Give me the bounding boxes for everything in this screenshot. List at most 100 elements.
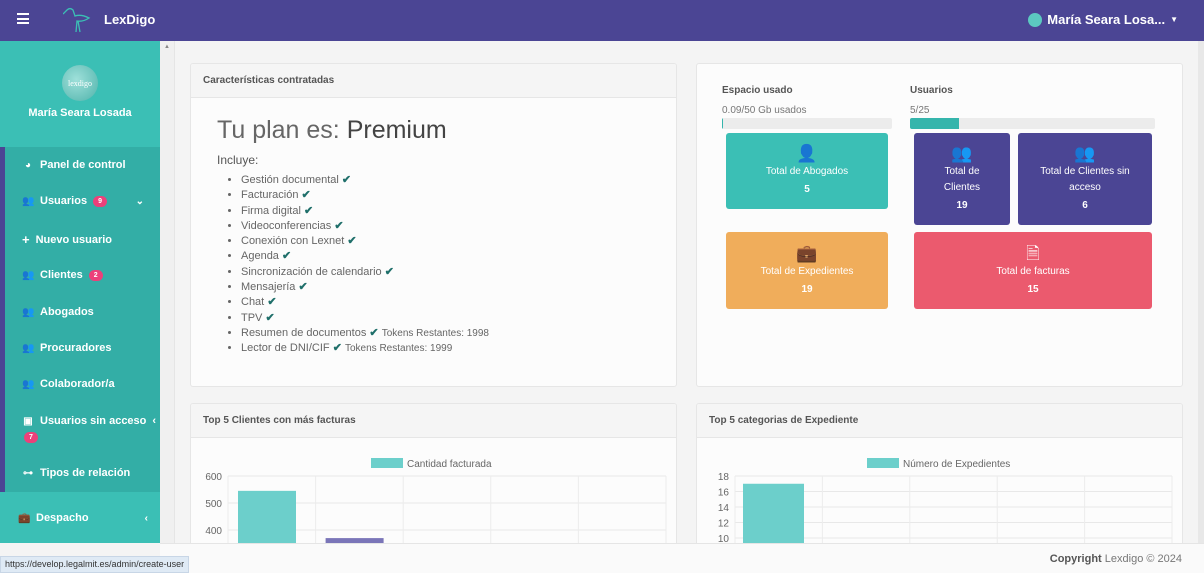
stat-expedientes[interactable]: 💼 Total de Expedientes 19 <box>726 232 888 309</box>
legend-swatch <box>371 458 403 468</box>
label: Usuarios <box>40 195 88 207</box>
y-tick-label: 12 <box>718 519 730 530</box>
status-bar-url: https://develop.legalmit.es/admin/create… <box>0 556 190 573</box>
users-icon: 👥 <box>22 306 35 318</box>
feature-item: TPV ✔ <box>241 311 489 326</box>
relation-icon: ⊶ <box>23 467 33 479</box>
feature-name: Lector de DNI/CIF <box>241 342 330 355</box>
label: Tipos de relación <box>40 467 131 479</box>
sidebar-item-panel[interactable]: ◕ Panel de control <box>22 159 126 171</box>
y-tick-label: 500 <box>205 499 222 510</box>
space-progress <box>722 118 892 129</box>
feature-name: Videoconferencias <box>241 219 332 232</box>
tokens-remaining: Tokens Restantes: 1998 <box>381 327 489 339</box>
stat-label: Total de facturas <box>996 265 1070 277</box>
sidebar-item-despacho[interactable]: 💼 Despacho ‹ <box>18 512 148 524</box>
feature-item: Chat ✔ <box>241 295 489 310</box>
feature-item: Facturación ✔ <box>241 188 489 203</box>
feature-name: Gestión documental <box>241 174 339 186</box>
stat-label: Total de Expedientes <box>760 265 854 277</box>
label: Colaborador/a <box>40 378 115 390</box>
feature-name: Conexión con Lexnet <box>241 235 345 248</box>
stat-label: Total de Clientes sin acceso <box>1040 166 1130 193</box>
y-tick-label: 10 <box>718 534 730 545</box>
badge: 9 <box>93 195 107 207</box>
lawyer-icon: 👤 <box>796 144 818 163</box>
stat-clientes[interactable]: 👥 Total de Clientes 19 <box>914 133 1010 225</box>
sidebar-item-usuarios[interactable]: 👥 Usuarios 9 ⌄ <box>22 195 152 207</box>
top-navbar: LexDigo María Seara Losa... ▼ <box>0 0 1204 41</box>
check-icon: ✔ <box>332 342 342 355</box>
feature-name: Firma digital <box>241 204 301 217</box>
label: Abogados <box>40 306 94 318</box>
label: Usuarios sin acceso <box>40 415 147 427</box>
feature-item: Videoconferencias ✔ <box>241 219 489 234</box>
y-tick-label: 18 <box>718 472 730 483</box>
page-scrollbar[interactable] <box>1198 41 1204 543</box>
check-icon: ✔ <box>303 204 314 217</box>
feature-item: Mensajería ✔ <box>241 280 489 295</box>
check-icon: ✔ <box>282 250 292 263</box>
check-icon: ✔ <box>267 296 277 309</box>
feature-list: Gestión documental ✔Facturación ✔Firma d… <box>241 173 489 357</box>
brand-name: LexDigo <box>104 12 156 27</box>
sidebar-user-name: María Seara Losada <box>28 107 132 119</box>
usage-panel: Espacio usado 0.09/50 Gb usados Usuarios… <box>696 63 1183 387</box>
user-menu[interactable]: María Seara Losa... ▼ <box>1028 12 1178 27</box>
top-categories-chart-panel: Top 5 categorias de Expediente Número de… <box>696 403 1183 563</box>
y-tick-label: 600 <box>205 472 222 483</box>
stat-clientes-sin-acceso[interactable]: 👥 Total de Clientes sin acceso 6 <box>1018 133 1152 225</box>
check-icon: ✔ <box>301 189 311 202</box>
sidebar-item-abogados[interactable]: 👥 Abogados <box>22 306 94 318</box>
plan-panel: Características contratadas Tu plan es: … <box>190 63 677 387</box>
feature-item: Agenda ✔ <box>241 249 489 264</box>
users-icon: 👥 <box>22 195 35 207</box>
check-icon: ✔ <box>347 235 357 248</box>
sidebar-item-nuevo-usuario[interactable]: + Nuevo usuario <box>22 232 112 247</box>
check-icon: ✔ <box>384 265 394 278</box>
y-tick-label: 400 <box>205 526 222 537</box>
chevron-down-icon: ⌄ <box>135 195 144 207</box>
sidebar-scrollbar[interactable]: ▲ <box>160 41 175 543</box>
feature-item: Firma digital ✔ <box>241 204 489 219</box>
stat-abogados[interactable]: 👤 Total de Abogados 5 <box>726 133 888 209</box>
sidebar-item-colaborador[interactable]: 👥 Colaborador/a <box>22 378 115 390</box>
feature-name: Mensajería <box>241 281 296 294</box>
feature-item: Sincronización de calendario ✔ <box>241 265 489 280</box>
sidebar-item-procuradores[interactable]: 👥 Procuradores <box>22 342 112 354</box>
check-icon: ✔ <box>265 311 275 324</box>
users-text: 5/25 <box>910 105 930 116</box>
panel-title: Top 5 Clientes con más facturas <box>191 404 676 438</box>
label: Clientes <box>40 269 83 281</box>
users-icon: 👥 <box>951 144 973 163</box>
invoice-icon: 🗎 <box>1026 243 1040 263</box>
feature-name: Resumen de documentos <box>241 326 367 339</box>
sidebar-avatar: lexdigo <box>62 65 98 101</box>
sidebar-item-usuarios-sin-acceso[interactable]: ▣ Usuarios sin acceso ‹ <box>22 415 156 427</box>
menu-toggle-icon[interactable] <box>17 13 29 24</box>
tokens-remaining: Tokens Restantes: 1999 <box>344 343 453 355</box>
briefcase-icon: 💼 <box>18 512 31 524</box>
stat-value: 19 <box>956 200 968 211</box>
copyright: Copyright Lexdigo © 2024 <box>1050 553 1182 565</box>
stat-label: Total de Clientes <box>943 166 981 193</box>
plan-name: Premium <box>346 116 447 144</box>
caret-down-icon: ▼ <box>1170 15 1178 24</box>
feature-name: Agenda <box>241 250 279 263</box>
sidebar-item-tipos-relacion[interactable]: ⊶ Tipos de relación <box>22 467 130 479</box>
feature-item: Lector de DNI/CIF ✔ Tokens Restantes: 19… <box>241 341 489 356</box>
stat-value: 6 <box>1082 200 1088 211</box>
copyright-text: Lexdigo © 2024 <box>1101 553 1182 565</box>
sidebar-item-clientes[interactable]: 👥 Clientes 2 <box>22 269 103 281</box>
feature-name: Sincronización de calendario <box>241 265 382 278</box>
y-tick-label: 16 <box>718 488 730 499</box>
label: Nuevo usuario <box>35 233 112 246</box>
stat-facturas[interactable]: 🗎 Total de facturas 15 <box>914 232 1152 309</box>
copyright-label: Copyright <box>1049 553 1102 565</box>
sidebar: lexdigo María Seara Losada ◕ Panel de con… <box>0 41 160 543</box>
legend-label: Número de Expedientes <box>903 459 1010 470</box>
chevron-left-icon: ‹ <box>144 512 148 524</box>
panel-title: Top 5 categorias de Expediente <box>697 404 1182 438</box>
stat-value: 5 <box>804 184 810 195</box>
briefcase-icon: 💼 <box>796 243 818 263</box>
